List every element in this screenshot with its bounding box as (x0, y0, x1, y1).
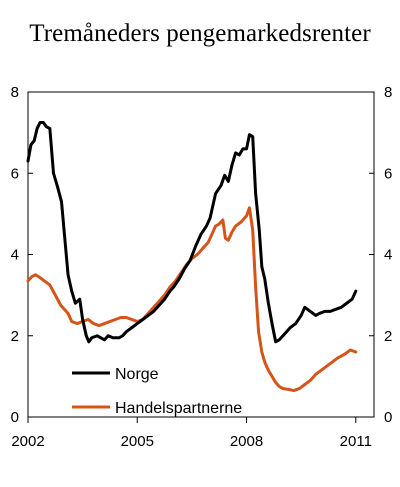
y-tick-label-left: 0 (11, 409, 19, 426)
y-tick-label-right: 8 (384, 84, 392, 101)
series-layer (26, 120, 358, 393)
series-line-handelspartnerne (26, 206, 358, 393)
y-tick-label-right: 2 (384, 328, 392, 345)
y-tick-label-left: 4 (11, 247, 19, 264)
chart-title: Tremåneders pengemarkedsrenter (29, 20, 371, 47)
y-tick-label-right: 4 (384, 247, 392, 264)
y-tick-label-left: 6 (11, 165, 19, 182)
y-tick-label-left: 2 (11, 328, 19, 345)
legend-label-handelspartnerne: Handelspartnerne (115, 400, 242, 417)
legend-label-norge: Norge (115, 366, 159, 383)
left-y-axis: 0 2 4 6 8 (11, 84, 33, 426)
legend: Norge Handelspartnerne (72, 366, 242, 417)
y-tick-label-right: 0 (384, 409, 392, 426)
y-tick-label-left: 8 (11, 84, 19, 101)
series-line-norge (26, 120, 358, 344)
x-tick-label: 2002 (11, 433, 44, 450)
right-y-axis: 0 2 4 6 8 (369, 84, 392, 426)
x-tick-label: 2008 (230, 433, 263, 450)
x-tick-label: 2005 (121, 433, 154, 450)
x-axis: 2002 2005 2008 2011 (11, 417, 372, 450)
x-tick-label: 2011 (340, 433, 372, 450)
y-tick-label-right: 6 (384, 165, 392, 182)
